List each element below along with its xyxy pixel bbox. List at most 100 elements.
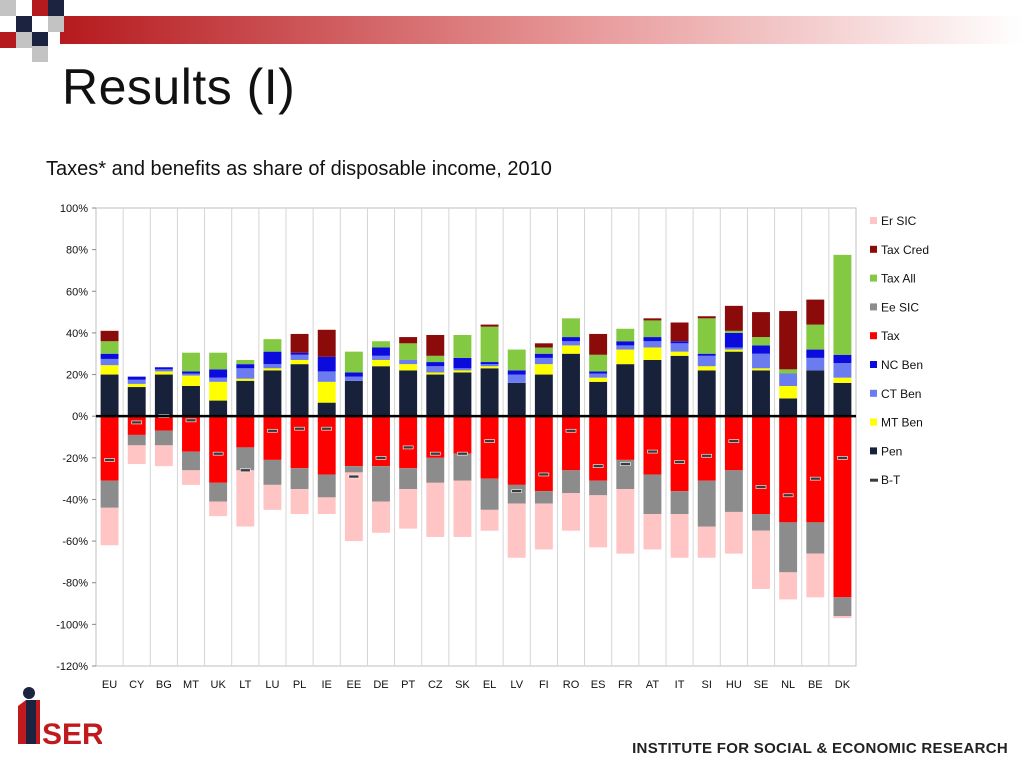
x-tick-label: LT	[239, 679, 251, 691]
bt-marker	[647, 449, 658, 454]
bar-segment-ct-ben	[752, 353, 770, 369]
x-tick-label: PT	[401, 679, 415, 691]
y-tick-label: -60%	[62, 536, 88, 548]
bar-segment-mt-ben	[752, 368, 770, 371]
bar-segment-nc-ben	[752, 345, 770, 354]
y-tick-label: 0%	[72, 411, 88, 423]
slide-title: Results (I)	[62, 59, 296, 115]
bar-segment-tax-cred	[752, 312, 770, 338]
x-tick-label: IE	[322, 679, 332, 691]
bar-segment-nc-ben	[806, 349, 825, 358]
bar-segment-mt-ben	[453, 370, 472, 373]
bar-segment-ee-sic	[426, 457, 445, 483]
bar-segment-nc-ben	[154, 367, 173, 370]
svg-text:SER: SER	[42, 718, 102, 751]
bar-segment-er-sic	[182, 470, 200, 485]
bar-segment-tax-all	[372, 341, 390, 348]
bar-segment-tax	[779, 416, 798, 523]
bar-segment-er-sic	[806, 553, 825, 598]
bar-segment-mt-ben	[372, 359, 390, 367]
legend-swatch-ct-ben	[870, 389, 877, 397]
bt-marker	[674, 460, 685, 464]
x-tick-label: FR	[618, 679, 633, 691]
bar-segment-mt-ben	[100, 365, 119, 375]
bar-segment-pen	[643, 359, 662, 417]
x-tick-label: EU	[102, 679, 117, 691]
bar-segment-ee-sic	[317, 474, 336, 498]
legend-label: Tax All	[881, 272, 916, 286]
bar-segment-pen	[344, 380, 363, 417]
legend-swatch-tax	[870, 332, 877, 340]
bar-segment-ee-sic	[833, 597, 852, 617]
bar-segment-nc-ben	[480, 362, 499, 365]
bar-segment-tax	[589, 416, 608, 481]
bar-segment-ee-sic	[209, 482, 228, 502]
bar-segment-mt-ben	[263, 368, 282, 371]
bar-segment-ee-sic	[127, 434, 146, 446]
x-tick-label: MT	[183, 679, 199, 691]
bt-marker	[348, 474, 360, 479]
bar-segment-tax-all	[643, 320, 662, 338]
bar-segment-nc-ben	[507, 370, 526, 375]
bt-marker	[565, 428, 577, 433]
bar-segment-er-sic	[480, 509, 499, 531]
bar-segment-er-sic	[670, 514, 689, 558]
bar-segment-tax	[372, 416, 390, 467]
bar-segment-tax-all	[779, 369, 798, 374]
bar-segment-pen	[209, 400, 228, 417]
bar-segment-pen	[589, 381, 608, 417]
bar-segment-tax	[209, 416, 228, 483]
bar-segment-tax	[182, 416, 200, 452]
x-tick-label: LV	[510, 679, 523, 691]
bt-marker	[809, 476, 821, 481]
bar-segment-tax-all	[833, 254, 852, 355]
bar-segment-nc-ben	[697, 353, 716, 356]
footer-institute-name: INSTITUTE FOR SOCIAL & ECONOMIC RESEARCH	[632, 740, 1008, 757]
bar-segment-nc-ben	[426, 362, 445, 367]
bar-segment-er-sic	[453, 480, 472, 537]
bar-segment-tax	[724, 416, 743, 471]
y-tick-label: -20%	[62, 453, 88, 465]
bar-segment-tax-all	[589, 354, 608, 372]
bar-segment-mt-ben	[236, 378, 255, 381]
bar-segment-tax	[480, 416, 499, 479]
bar-segment-tax-cred	[480, 324, 499, 327]
bar-segment-ee-sic	[372, 466, 390, 502]
bar-segment-tax-cred	[697, 316, 716, 319]
legend-swatch-tax-cred	[870, 245, 877, 253]
bar-segment-er-sic	[779, 572, 798, 600]
legend-label: Tax Cred	[881, 243, 929, 257]
bar-segment-pen	[480, 368, 499, 417]
bt-marker	[701, 453, 713, 458]
bar-segment-pen	[290, 364, 309, 417]
bt-marker	[837, 456, 848, 460]
bt-marker	[321, 426, 333, 431]
header-square	[0, 32, 16, 48]
header-square	[48, 16, 64, 32]
bar-segment-pen	[779, 398, 798, 417]
bar-segment-tax-all	[752, 337, 770, 346]
bar-segment-tax	[806, 416, 825, 523]
bar-segment-er-sic	[263, 484, 282, 510]
legend-marker-b-t	[870, 478, 878, 482]
bar-segment-tax-all	[236, 359, 255, 365]
bar-segment-ct-ben	[507, 374, 526, 383]
bt-marker	[212, 451, 224, 456]
bar-segment-er-sic	[236, 470, 255, 527]
bar-segment-tax-cred	[317, 329, 336, 357]
x-tick-label: PL	[293, 679, 306, 691]
bar-segment-mt-ben	[833, 377, 852, 383]
y-tick-label: -80%	[62, 578, 88, 590]
bar-segment-ct-ben	[480, 364, 499, 367]
legend-swatch-tax-all	[870, 274, 877, 282]
bt-marker	[782, 493, 794, 498]
bar-segment-mt-ben	[480, 366, 499, 369]
bar-segment-ee-sic	[534, 491, 553, 504]
bar-segment-ct-ben	[154, 369, 173, 372]
legend-label: NC Ben	[881, 358, 923, 372]
header-gradient-bar	[60, 16, 1024, 44]
bar-segment-mt-ben	[724, 349, 743, 352]
x-tick-label: BE	[808, 679, 823, 691]
legend-label: MT Ben	[881, 416, 923, 430]
x-tick-label: CZ	[428, 679, 443, 691]
